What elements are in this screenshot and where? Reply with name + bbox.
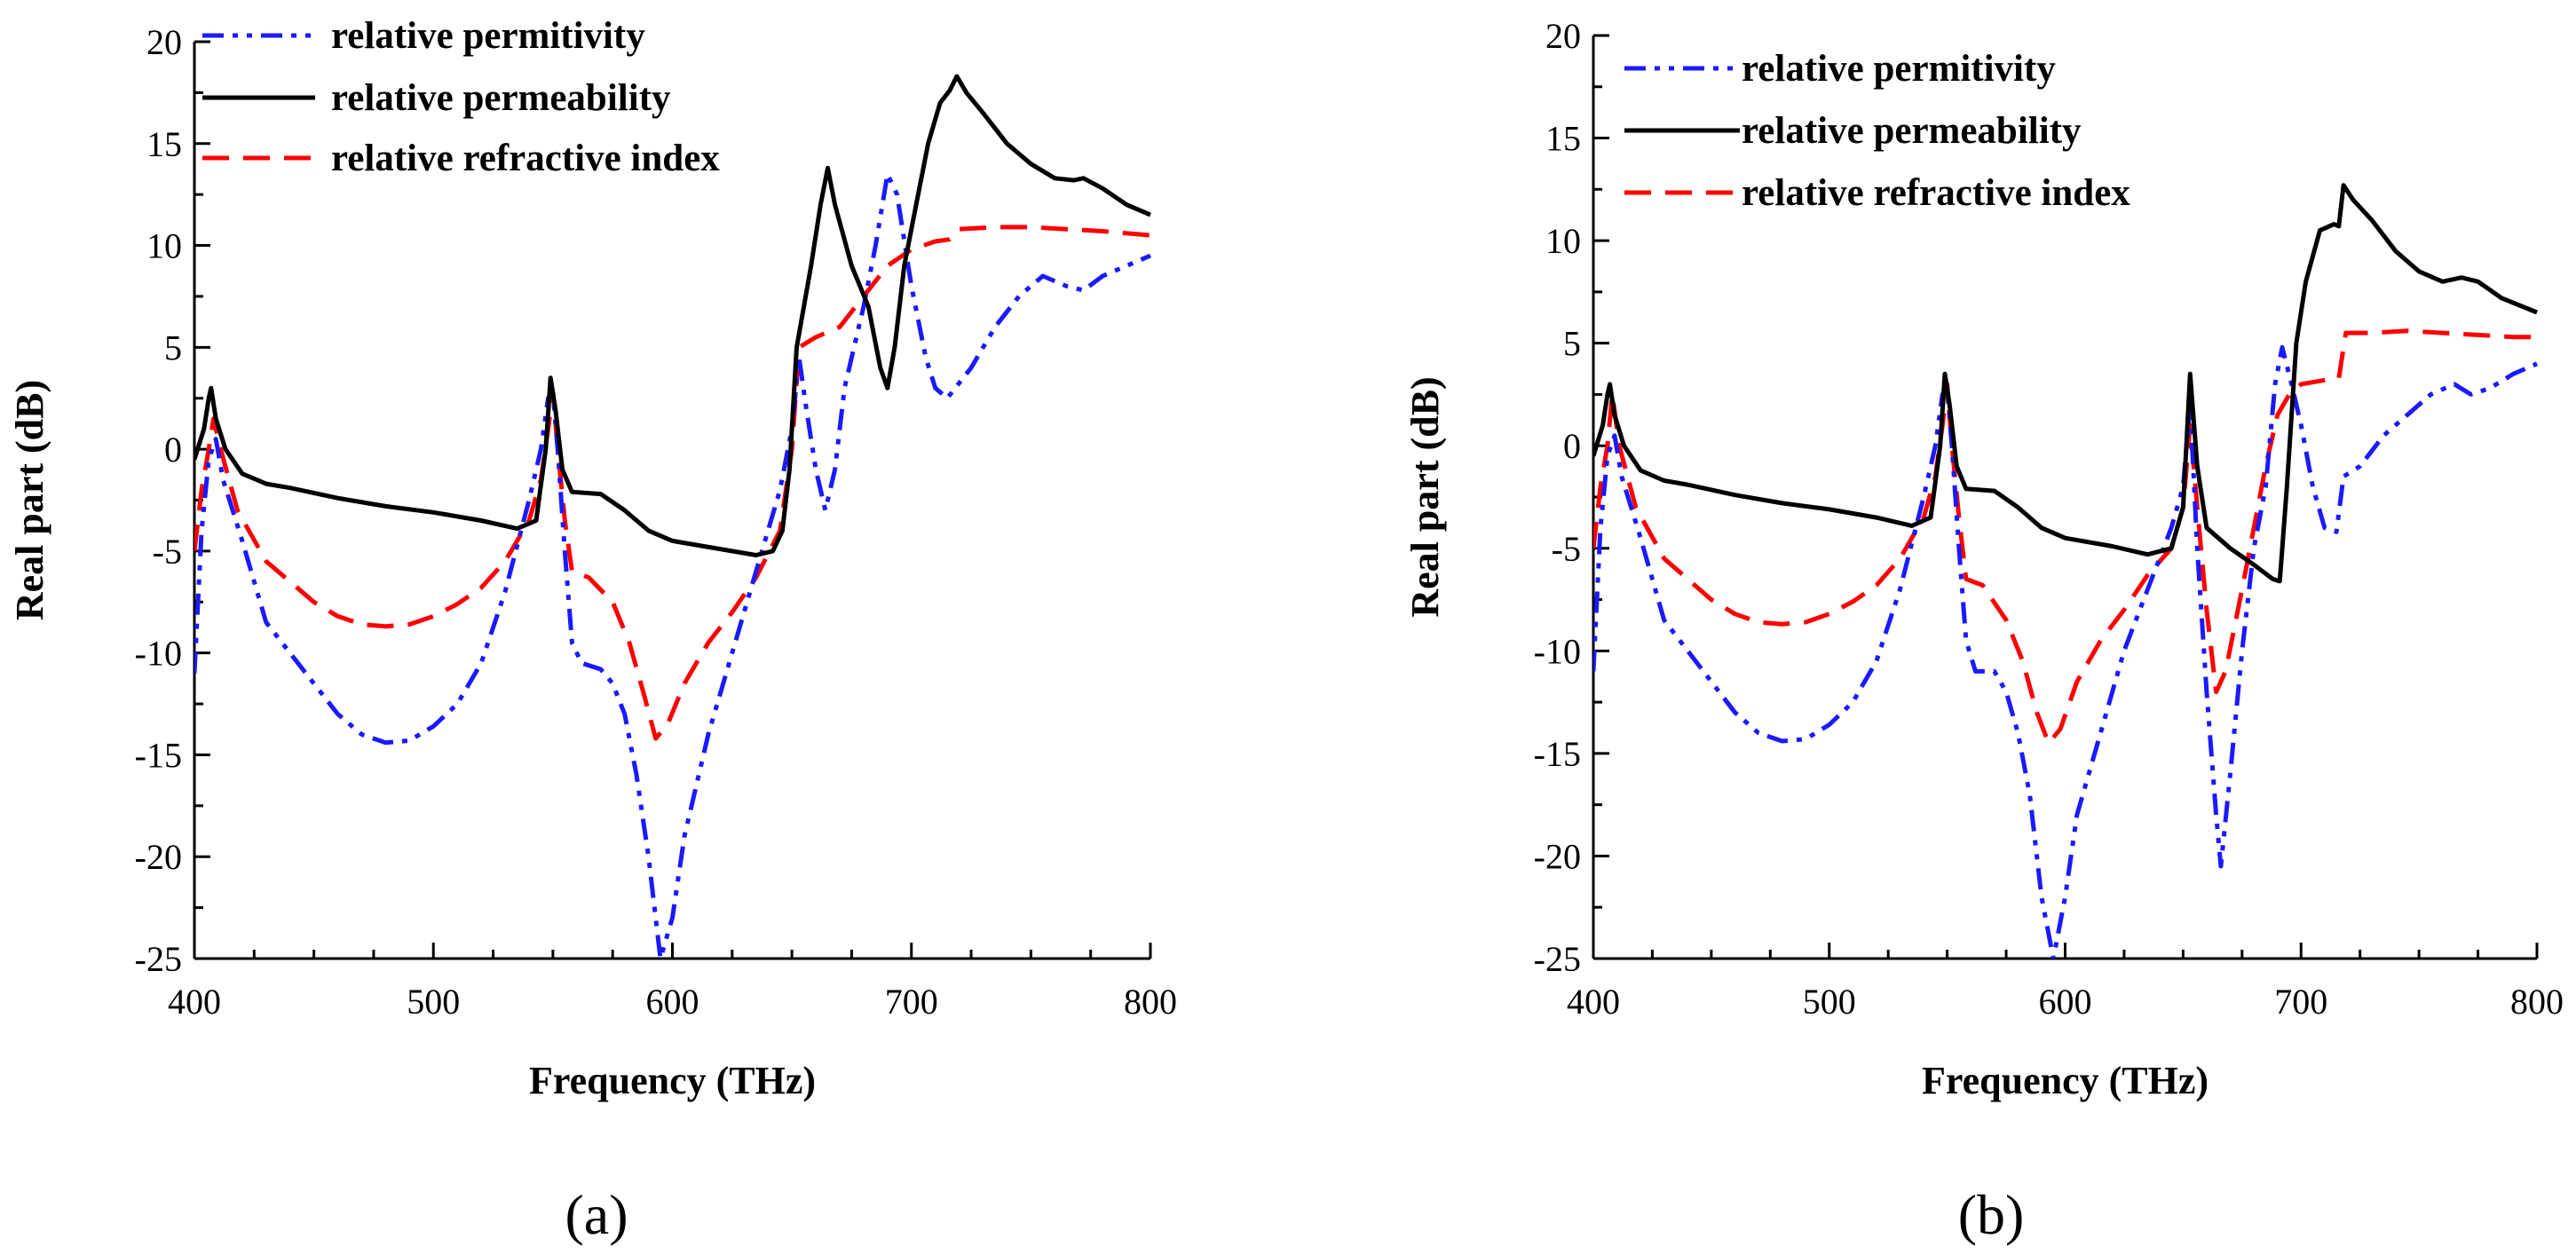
- panel-label: (a): [565, 1183, 628, 1246]
- y-tick-label: 5: [164, 328, 182, 367]
- y-axis-title: Real part (dB): [8, 380, 51, 620]
- x-axis-title: Frequency (THz): [1922, 1059, 2209, 1102]
- x-tick-label: 800: [1124, 982, 1177, 1022]
- y-tick-label: -20: [1534, 836, 1581, 876]
- y-tick-label: -10: [1534, 631, 1581, 671]
- x-tick-label: 700: [885, 982, 938, 1022]
- y-tick-label: 0: [164, 430, 182, 470]
- y-axis-title: Real part (dB): [1403, 376, 1447, 617]
- y-tick-label: 0: [1563, 426, 1581, 466]
- legend-label: relative permeability: [1742, 110, 2082, 152]
- panel-b: 400 500 600 700 800 -25 -20 -15 -10 -5 0 5 10 15 20 Fre…: [1403, 16, 2564, 1246]
- y-tick-label: 20: [146, 22, 182, 62]
- y-tick-label: -20: [135, 837, 182, 877]
- y-tick-label: 15: [146, 124, 182, 164]
- x-tick-label: 500: [407, 982, 460, 1022]
- y-tick-label: 5: [1563, 324, 1581, 364]
- legend-label: relative permitivity: [331, 15, 645, 57]
- y-tick-label: 10: [146, 226, 182, 266]
- y-tick-label: 15: [1545, 119, 1581, 159]
- legend-label: relative refractive index: [1742, 172, 2130, 214]
- y-tick-label: -15: [1534, 734, 1581, 774]
- x-tick-label: 600: [646, 982, 699, 1022]
- panel-a: 400 500 600 700 800 -25 -20 -15 -10 -5 0 5 10 15 20 Fre…: [8, 15, 1177, 1246]
- series-line-relative-refractive-index: [194, 225, 1151, 741]
- legend-label: relative permeability: [331, 77, 671, 119]
- legend-label: relative permitivity: [1742, 48, 2056, 90]
- series-line-relative-permitivity: [194, 171, 1151, 959]
- x-tick-label: 600: [2039, 982, 2092, 1022]
- y-tick-label: -15: [135, 735, 182, 775]
- x-tick-label: 800: [2510, 982, 2564, 1022]
- series-line-relative-permitivity: [1593, 344, 2538, 959]
- series-line-relative-permeability: [194, 74, 1151, 557]
- legend-label: relative refractive index: [331, 138, 720, 179]
- x-tick-label: 500: [1803, 982, 1856, 1022]
- x-tick-label: 400: [168, 982, 221, 1022]
- x-tick-label: 700: [2274, 982, 2327, 1022]
- y-tick-label: 20: [1545, 16, 1581, 56]
- y-tick-label: -5: [153, 532, 182, 572]
- y-tick-label: -5: [1552, 529, 1581, 569]
- y-tick-label: 10: [1545, 221, 1581, 261]
- y-tick-label: -25: [135, 939, 182, 979]
- panel-label: (b): [1958, 1183, 2025, 1246]
- series-line-relative-permeability: [1593, 183, 2538, 584]
- series-line-relative-refractive-index: [1593, 328, 2537, 746]
- x-tick-label: 400: [1567, 982, 1620, 1022]
- x-axis-title: Frequency (THz): [529, 1059, 816, 1102]
- y-tick-label: -10: [135, 634, 182, 674]
- y-tick-label: -25: [1534, 939, 1581, 979]
